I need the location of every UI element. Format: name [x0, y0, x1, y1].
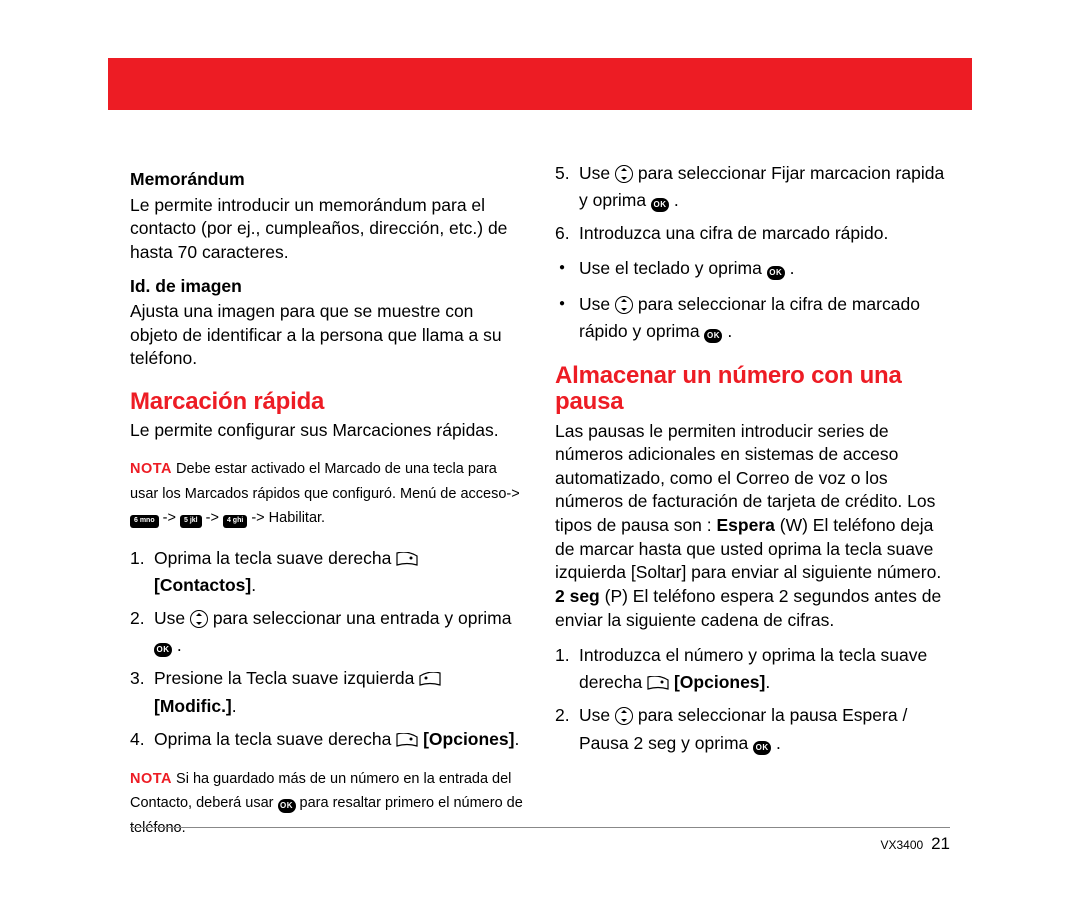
softkey-right-icon — [396, 552, 418, 566]
nav-circle-icon — [615, 707, 633, 725]
step-text: . — [771, 733, 781, 753]
nota-label: NOTA — [130, 771, 172, 787]
pause-text: (P) El teléfono espera 2 segundos antes … — [555, 586, 941, 630]
page-content: Memorándum Le permite introducir un memo… — [130, 160, 950, 855]
ok-icon: OK — [767, 266, 785, 280]
step-text: Use — [579, 163, 615, 183]
pause-steps-list: Introduzca el número y oprima la tecla s… — [555, 642, 950, 757]
subheading-id-imagen: Id. de imagen — [130, 275, 525, 299]
ok-icon: OK — [154, 643, 172, 657]
step-text: . — [172, 635, 182, 655]
nota-text: -> — [202, 510, 223, 526]
step-text: . — [251, 575, 256, 595]
footer-model: VX3400 — [880, 838, 923, 852]
nav-circle-icon — [615, 165, 633, 183]
step-text: para seleccionar una entrada y oprima — [208, 608, 512, 628]
paragraph-memorandum: Le permite introducir un memorándum para… — [130, 194, 525, 265]
footer-page-number: 21 — [931, 834, 950, 853]
right-column: Use para seleccionar Fijar marcacion rap… — [555, 160, 950, 855]
section-almacenar-pausa: Almacenar un número con una pausa — [555, 363, 950, 416]
section-marcacion-rapida: Marcación rápida — [130, 389, 525, 415]
step-text: Introduzca una cifra de marcado rápido. — [579, 223, 888, 243]
ok-icon: OK — [704, 329, 722, 343]
nav-circle-icon — [190, 610, 208, 628]
step-item: Use para seleccionar una entrada y oprim… — [130, 605, 525, 659]
step-bold: [Modific.] — [154, 696, 232, 716]
steps-list-continued: Use para seleccionar Fijar marcacion rap… — [555, 160, 950, 247]
left-column: Memorándum Le permite introducir un memo… — [130, 160, 525, 855]
bullet-text: . — [722, 321, 732, 341]
paragraph-id-imagen: Ajusta una imagen para que se muestre co… — [130, 300, 525, 371]
header-banner — [108, 58, 972, 110]
bullet-text: Use el teclado y oprima — [579, 258, 767, 278]
step-text: Use — [579, 705, 615, 725]
pause-bold: 2 seg — [555, 586, 600, 606]
softkey-right-icon — [396, 733, 418, 747]
ok-icon: OK — [753, 741, 771, 755]
step-text: . — [765, 672, 770, 692]
step-text: . — [669, 190, 679, 210]
ok-icon: OK — [278, 799, 296, 813]
page-footer: VX3400 21 — [130, 827, 950, 854]
step-item: Oprima la tecla suave derecha [Contactos… — [130, 545, 525, 599]
step-item: Use para seleccionar Fijar marcacion rap… — [555, 160, 950, 214]
step-item: Introduzca una cifra de marcado rápido. — [555, 220, 950, 247]
step-text: Oprima la tecla suave derecha — [154, 548, 396, 568]
bullet-list: Use el teclado y oprima OK . Use para se… — [555, 255, 950, 344]
bullet-text: . — [785, 258, 795, 278]
note-block-1: NOTA Debe estar activado el Marcado de u… — [130, 457, 525, 531]
step-text: para seleccionar Fijar marcacion rapida … — [579, 163, 944, 210]
paragraph-marcacion: Le permite configurar sus Marcaciones rá… — [130, 419, 525, 443]
step-item: Oprima la tecla suave derecha [Opciones]… — [130, 726, 525, 753]
steps-list: Oprima la tecla suave derecha [Contactos… — [130, 545, 525, 753]
paragraph-pause: Las pausas le permiten introducir series… — [555, 420, 950, 633]
step-text: Use — [154, 608, 190, 628]
step-text: . — [514, 729, 519, 749]
step-bold: [Opciones] — [418, 729, 514, 749]
bullet-item: Use el teclado y oprima OK . — [555, 255, 950, 282]
step-item: Presione la Tecla suave izquierda [Modif… — [130, 665, 525, 719]
nota-text: -> — [159, 510, 180, 526]
step-bold: [Opciones] — [669, 672, 765, 692]
step-bold: [Contactos] — [154, 575, 251, 595]
ok-icon: OK — [651, 198, 669, 212]
step-item: Introduzca el número y oprima la tecla s… — [555, 642, 950, 696]
step-item: Use para seleccionar la pausa Espera / P… — [555, 702, 950, 756]
nota-label: NOTA — [130, 461, 172, 477]
bullet-text: Use — [579, 294, 615, 314]
key-5-icon: 5 jkl — [180, 515, 202, 528]
nota-text: Debe estar activado el Marcado de una te… — [130, 461, 520, 502]
nav-circle-icon — [615, 296, 633, 314]
softkey-left-icon — [419, 672, 441, 686]
step-text: Oprima la tecla suave derecha — [154, 729, 396, 749]
pause-bold: Espera — [717, 515, 775, 535]
bullet-item: Use para seleccionar la cifra de marcado… — [555, 291, 950, 345]
nota-text: -> Habilitar. — [247, 510, 325, 526]
softkey-right-icon — [647, 676, 669, 690]
subheading-memorandum: Memorándum — [130, 168, 525, 192]
key-6-icon: 6 mno — [130, 515, 159, 528]
step-text: Presione la Tecla suave izquierda — [154, 668, 419, 688]
step-text: . — [232, 696, 237, 716]
key-4-icon: 4 ghi — [223, 515, 247, 528]
